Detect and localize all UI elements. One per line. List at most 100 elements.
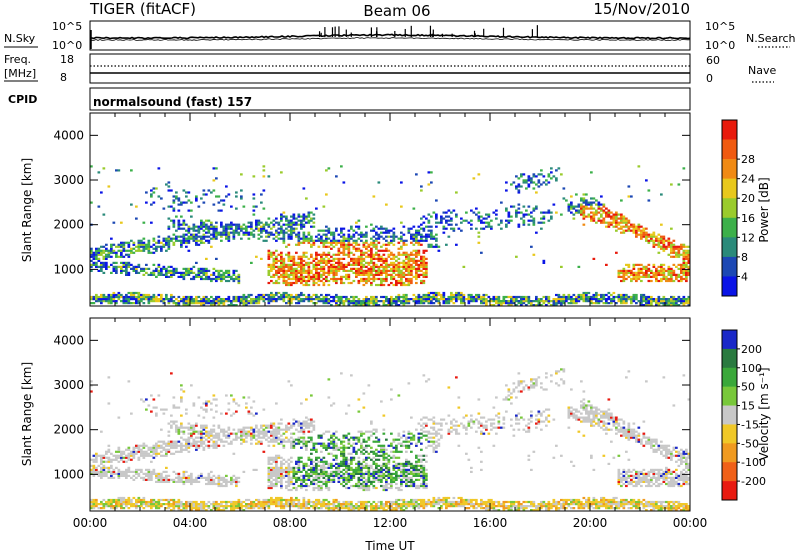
heatmap-cell	[200, 271, 203, 274]
heatmap-cell	[202, 295, 206, 299]
heatmap-cell	[640, 293, 643, 297]
heatmap-cell	[402, 241, 406, 244]
heatmap-cell	[520, 300, 523, 303]
heatmap-cell	[625, 302, 628, 305]
heatmap-cell	[350, 243, 353, 246]
heatmap-cell	[437, 293, 441, 297]
heatmap-cell	[400, 273, 403, 276]
heatmap-cell	[425, 235, 428, 238]
heatmap-cell	[135, 269, 138, 272]
heatmap-cell	[217, 195, 221, 198]
heatmap-cell	[90, 468, 93, 471]
heatmap-cell	[212, 298, 216, 301]
heatmap-cell	[510, 219, 513, 222]
heatmap-cell	[587, 298, 591, 301]
heatmap-cell	[417, 300, 421, 303]
heatmap-cell	[195, 302, 198, 305]
heatmap-cell	[130, 476, 133, 479]
heatmap-cell	[165, 243, 168, 246]
heatmap-cell	[477, 219, 481, 222]
heatmap-cell	[277, 438, 281, 441]
heatmap-cell	[232, 480, 236, 483]
heatmap-cell	[675, 273, 678, 276]
y-tick-label: 2000	[53, 218, 84, 232]
heatmap-cell	[127, 466, 131, 469]
heatmap-cell	[112, 298, 116, 301]
heatmap-cell	[220, 275, 223, 278]
heatmap-cell	[307, 275, 311, 278]
heatmap-cell	[542, 261, 546, 264]
heatmap-cell	[320, 279, 323, 283]
heatmap-cell	[510, 215, 513, 218]
heatmap-cell	[272, 424, 276, 427]
heatmap-cell	[430, 233, 433, 236]
heatmap-cell	[300, 225, 303, 228]
heatmap-cell	[155, 474, 158, 477]
heatmap-cell	[292, 269, 296, 272]
heatmap-cell	[300, 263, 303, 266]
heatmap-cell	[350, 295, 353, 299]
nsky-label: N.Sky	[4, 32, 36, 45]
heatmap-cell	[195, 275, 198, 278]
heatmap-cell	[610, 223, 613, 226]
heatmap-cell	[390, 304, 393, 307]
heatmap-cell	[192, 478, 196, 481]
heatmap-cell	[145, 398, 148, 401]
heatmap-cell	[137, 239, 141, 242]
heatmap-cell	[197, 446, 201, 449]
heatmap-cell	[270, 482, 273, 486]
heatmap-cell	[320, 269, 323, 272]
heatmap-cell	[190, 434, 193, 437]
heatmap-cell	[315, 295, 318, 299]
heatmap-cell	[387, 283, 391, 287]
heatmap-cell	[187, 444, 191, 447]
heatmap-cell	[340, 243, 343, 246]
heatmap-cell	[590, 207, 593, 210]
heatmap-cell	[542, 221, 546, 224]
heatmap-cell	[92, 503, 96, 506]
heatmap-cell	[217, 432, 221, 435]
heatmap-cell	[255, 412, 258, 415]
heatmap-cell	[340, 277, 343, 281]
heatmap-cell	[215, 229, 218, 232]
heatmap-cell	[285, 486, 288, 490]
heatmap-cell	[672, 302, 676, 305]
heatmap-cell	[280, 261, 283, 264]
heatmap-cell	[235, 223, 238, 226]
heatmap-cell	[642, 293, 646, 297]
heatmap-cell	[107, 448, 111, 451]
heatmap-cell	[245, 436, 248, 439]
heatmap-cell	[142, 452, 146, 455]
heatmap-cell	[95, 503, 98, 506]
heatmap-cell	[197, 275, 201, 278]
heatmap-cell	[217, 474, 221, 477]
heatmap-cell	[647, 275, 651, 278]
heatmap-cell	[192, 424, 196, 427]
heatmap-cell	[322, 259, 326, 262]
heatmap-cell	[257, 229, 261, 232]
heatmap-cell	[170, 298, 173, 301]
heatmap-cell	[212, 235, 216, 238]
heatmap-cell	[317, 283, 321, 287]
heatmap-cell	[107, 505, 111, 508]
heatmap-cell	[250, 300, 253, 303]
heatmap-cell	[177, 426, 181, 429]
heatmap-cell	[277, 476, 281, 479]
heatmap-cell	[107, 458, 111, 461]
heatmap-cell	[350, 300, 353, 303]
heatmap-cell	[232, 438, 236, 441]
heatmap-cell	[102, 265, 106, 268]
heatmap-cell	[597, 205, 601, 208]
heatmap-cell	[452, 298, 456, 301]
heatmap-cell	[117, 468, 121, 471]
heatmap-cell	[322, 243, 326, 246]
heatmap-cell	[575, 298, 578, 301]
heatmap-cell	[277, 237, 281, 240]
heatmap-cell	[205, 223, 208, 226]
heatmap-cell	[270, 263, 273, 266]
heatmap-cell	[207, 430, 211, 433]
heatmap-cell	[317, 237, 321, 240]
heatmap-cell	[625, 298, 628, 301]
heatmap-cell	[305, 279, 308, 283]
heatmap-cell	[255, 498, 258, 502]
